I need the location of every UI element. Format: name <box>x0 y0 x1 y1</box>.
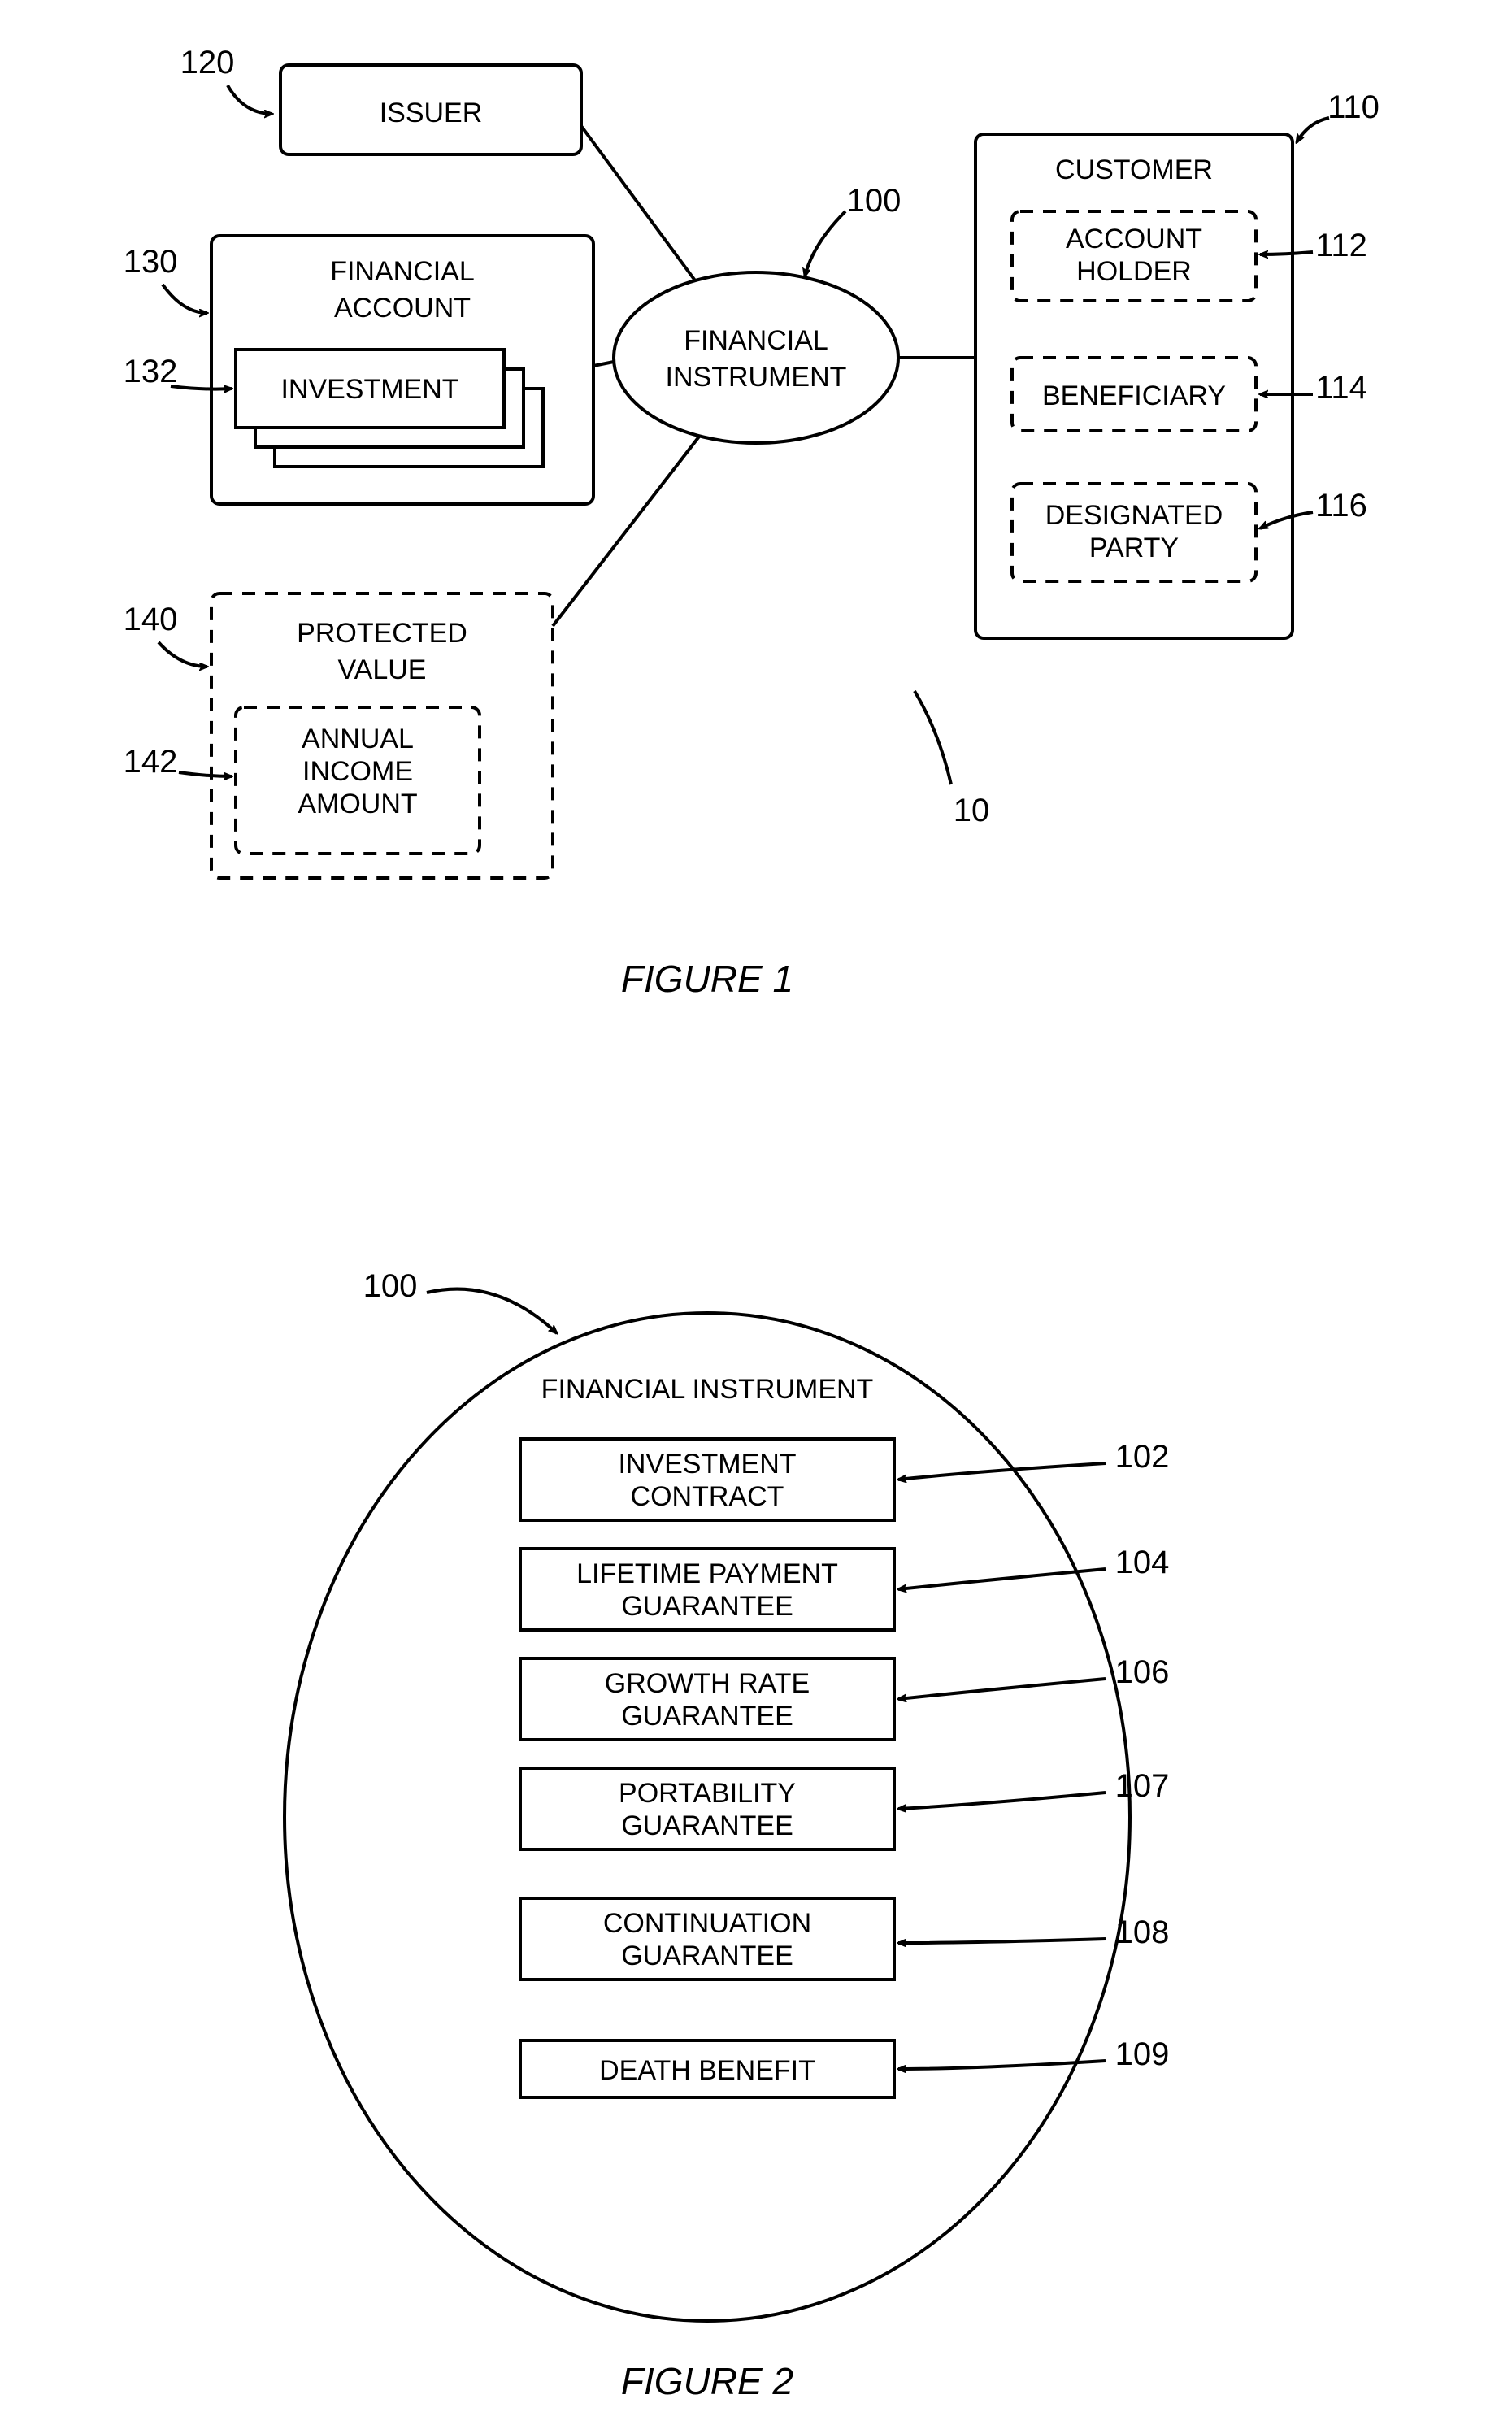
ref-116: 116 <box>1315 488 1367 524</box>
ref-107: 107 <box>1115 1768 1170 1804</box>
account-holder-label-1: ACCOUNT <box>1066 224 1202 254</box>
ref-100-fig2: 100 <box>363 1268 418 1304</box>
ref-140-arrow <box>159 642 207 667</box>
annual-income-label-2: INCOME <box>302 756 413 787</box>
ref-108: 108 <box>1115 1914 1170 1950</box>
ref-140: 140 <box>124 602 178 637</box>
lifetime-payment-label-1: LIFETIME PAYMENT <box>576 1558 838 1589</box>
annual-income-label-3: AMOUNT <box>298 789 417 819</box>
ref-120-arrow <box>228 85 272 114</box>
figure-1: ISSUER FINANCIAL ACCOUNT INVESTMENT PROT… <box>124 45 1379 1000</box>
ref-110-arrow <box>1297 118 1329 142</box>
ref-130-arrow <box>163 285 207 313</box>
ref-100-fig2-arrow <box>427 1289 557 1333</box>
line-issuer <box>581 126 695 280</box>
financial-account-label-1: FINANCIAL <box>330 256 475 287</box>
issuer-label: ISSUER <box>380 98 483 128</box>
ref-10-arrow <box>915 691 951 784</box>
financial-instrument-label-1: FINANCIAL <box>684 325 828 356</box>
ref-100-fig1-arrow <box>805 211 845 276</box>
ref-104: 104 <box>1115 1545 1170 1580</box>
line-account <box>593 362 614 366</box>
ref-130: 130 <box>124 244 178 280</box>
customer-label: CUSTOMER <box>1055 154 1213 185</box>
ref-102: 102 <box>1115 1439 1170 1475</box>
portability-label-2: GUARANTEE <box>621 1810 793 1841</box>
designated-party-label-2: PARTY <box>1089 532 1179 563</box>
ref-106: 106 <box>1115 1654 1170 1690</box>
ref-112: 112 <box>1315 228 1367 263</box>
ref-114: 114 <box>1315 370 1367 406</box>
protected-value-label-2: VALUE <box>338 654 427 685</box>
fig2-heading: FINANCIAL INSTRUMENT <box>541 1374 874 1405</box>
account-holder-label-2: HOLDER <box>1076 256 1192 287</box>
figure-2: FINANCIAL INSTRUMENT INVESTMENT CONTRACT… <box>285 1268 1169 2402</box>
ref-110: 110 <box>1327 89 1379 125</box>
growth-rate-label-1: GROWTH RATE <box>605 1668 810 1699</box>
investment-contract-label-2: CONTRACT <box>631 1481 784 1512</box>
continuation-label-2: GUARANTEE <box>621 1940 793 1971</box>
financial-instrument-label-2: INSTRUMENT <box>666 362 847 393</box>
investment-contract-label-1: INVESTMENT <box>618 1449 796 1480</box>
ref-120: 120 <box>180 45 235 80</box>
growth-rate-label-2: GUARANTEE <box>621 1701 793 1732</box>
financial-instrument-ellipse <box>614 272 898 443</box>
lifetime-payment-label-2: GUARANTEE <box>621 1591 793 1622</box>
financial-account-label-2: ACCOUNT <box>334 293 471 324</box>
protected-value-label-1: PROTECTED <box>297 618 467 649</box>
designated-party-label-1: DESIGNATED <box>1045 500 1223 531</box>
death-benefit-label: DEATH BENEFIT <box>599 2055 815 2086</box>
beneficiary-label: BENEFICIARY <box>1042 380 1226 411</box>
ref-142: 142 <box>124 744 178 780</box>
figure-2-caption: FIGURE 2 <box>621 2360 793 2402</box>
portability-label-1: PORTABILITY <box>619 1778 796 1809</box>
figure-1-caption: FIGURE 1 <box>621 958 793 1000</box>
ref-100-fig1: 100 <box>847 183 902 219</box>
ref-10: 10 <box>954 793 990 828</box>
investment-label: INVESTMENT <box>280 374 458 405</box>
ref-109: 109 <box>1115 2036 1170 2072</box>
annual-income-label-1: ANNUAL <box>302 724 414 754</box>
ref-132: 132 <box>124 354 178 389</box>
continuation-label-1: CONTINUATION <box>603 1908 811 1939</box>
